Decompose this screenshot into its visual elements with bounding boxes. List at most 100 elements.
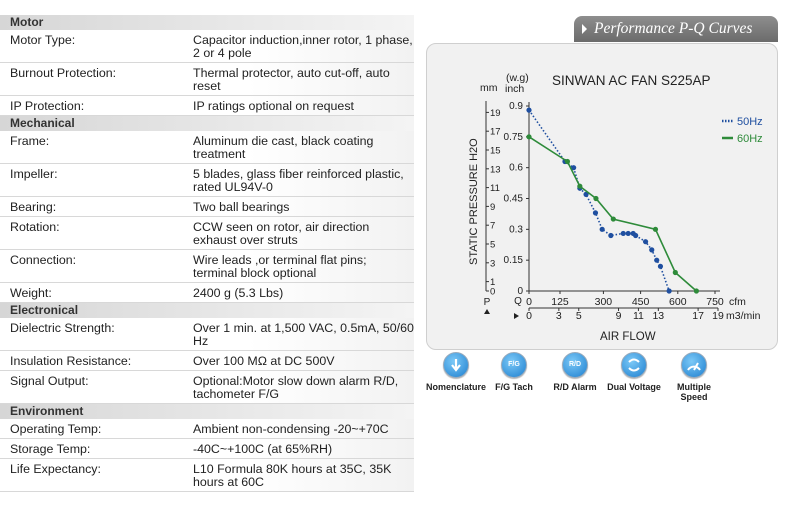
y-unit-mm-label: mm	[480, 82, 498, 94]
spec-row: Impeller: 5 blades, glass fiber reinforc…	[0, 164, 414, 197]
y-tick-label-mm: 5	[490, 240, 495, 251]
x-tick-label-m3: 19	[712, 310, 724, 322]
x-tick-label-cfm: 450	[632, 296, 650, 308]
spec-row: Connection: Wire leads ,or terminal flat…	[0, 250, 414, 283]
p-axis-arrow	[484, 309, 490, 314]
x-tick-label-cfm: 125	[551, 296, 569, 308]
series-line-60Hz	[528, 136, 697, 292]
section-header-electrical: Electronical	[0, 303, 414, 318]
data-point-50Hz	[625, 230, 631, 237]
spec-value: Thermal protector, auto cut-off, auto re…	[193, 66, 390, 93]
y-tick-label-mm: 0	[490, 287, 495, 298]
spec-row: Bearing: Two ball bearings	[0, 197, 414, 217]
pq-chart: SINWAN AC FAN S225AP mm (w.g)inch 0.9 0.75 0.…	[468, 72, 763, 343]
m3-row-arrow	[514, 313, 519, 319]
spec-label: Life Expectancy:	[10, 462, 101, 476]
x-tick-label-m3: 13	[652, 310, 664, 322]
data-point-50Hz	[633, 232, 639, 239]
x-tick-label-m3: 17	[692, 310, 704, 322]
chart-title: SINWAN AC FAN S225AP	[552, 73, 711, 88]
y-tick-label-inch: 0.75	[504, 132, 524, 143]
data-point-60Hz	[672, 269, 678, 276]
data-point-50Hz	[608, 232, 614, 239]
y-tick-label-mm: 9	[490, 202, 495, 213]
spec-value: 2400 g (5.3 Lbs)	[193, 286, 284, 300]
data-point-50Hz	[592, 210, 599, 216]
data-point-50Hz	[583, 191, 589, 197]
x-tick-label-m3: 0	[526, 310, 532, 322]
spec-label: Frame:	[10, 134, 50, 148]
x-tick-label-m3: 3	[556, 310, 562, 322]
legend-label: 50Hz	[737, 116, 763, 128]
rd-alarm-button[interactable]: R/D R/D Alarm	[545, 352, 605, 392]
y-tick-label-inch: 0.45	[504, 194, 524, 205]
data-point-60Hz	[564, 158, 571, 165]
y-unit-wg-label: (w.g)	[506, 72, 529, 84]
spec-row: IP Protection: IP ratings optional on re…	[0, 96, 414, 116]
spec-label: Operating Temp:	[10, 422, 102, 436]
icon-label: Dual Voltage	[607, 382, 661, 392]
y-tick-label-mm: 15	[490, 146, 501, 157]
y-axis-label: STATIC PRESSURE H2O	[468, 138, 480, 265]
icon-label: F/G Tach	[495, 382, 533, 392]
spec-row: Operating Temp: Ambient non-condensing -…	[0, 419, 414, 439]
dual-voltage-button[interactable]: Dual Voltage	[604, 352, 664, 392]
fg-tach-button[interactable]: F/G F/G Tach	[484, 352, 544, 392]
dual-voltage-icon	[621, 352, 647, 378]
spec-row: Weight: 2400 g (5.3 Lbs)	[0, 283, 414, 303]
data-point-50Hz	[642, 239, 649, 245]
data-point-50Hz	[620, 230, 626, 237]
q-axis-letter: Q	[514, 296, 522, 307]
data-point-50Hz	[526, 107, 532, 113]
data-point-60Hz	[526, 134, 532, 140]
data-point-60Hz	[577, 183, 583, 189]
spec-value: Over 1 min. at 1,500 VAC, 0.5mA, 50/60 H…	[193, 321, 414, 348]
spec-row: Signal Output: Optional:Motor slow down …	[0, 371, 414, 404]
spec-row: Insulation Resistance: Over 100 MΩ at DC…	[0, 351, 414, 371]
series-line-50Hz	[528, 109, 670, 292]
spec-value: L10 Formula 80K hours at 35C, 35K hours …	[193, 462, 392, 489]
spec-value: Aluminum die cast, black coating treatme…	[193, 134, 374, 161]
spec-label: Dielectric Strength:	[10, 321, 115, 335]
spec-table: Motor Motor Type: Capacitor induction,in…	[0, 15, 414, 492]
spec-value: IP ratings optional on request	[193, 99, 354, 113]
data-point-60Hz	[610, 216, 616, 222]
spec-value: Optional:Motor slow down alarm R/D, tach…	[193, 374, 399, 401]
data-point-50Hz	[657, 263, 664, 269]
spec-value: Capacitor induction,inner rotor, 1 phase…	[193, 33, 413, 60]
spec-row: Burnout Protection: Thermal protector, a…	[0, 63, 414, 96]
spec-value: Ambient non-condensing -20~+70C	[193, 422, 389, 436]
x-tick-label-cfm: 750	[706, 296, 724, 308]
multiple-speed-button[interactable]: Multiple Speed	[664, 352, 724, 402]
spec-value: -40C~+100C (at 65%RH)	[193, 442, 333, 456]
nomenclature-button[interactable]: Nomenclature	[426, 352, 486, 392]
spec-value: 5 blades, glass fiber reinforced plastic…	[193, 167, 404, 194]
y-unit-inch-label: inch	[505, 83, 524, 95]
y-tick-label-mm: 3	[490, 258, 495, 269]
rd-icon: R/D	[562, 352, 588, 378]
p-axis-letter: P	[484, 297, 491, 308]
spec-row: Motor Type: Capacitor induction,inner ro…	[0, 30, 414, 63]
section-header-environment: Environment	[0, 404, 414, 419]
x-tick-label-cfm: 0	[526, 296, 532, 308]
x-tick-label-m3: 11	[633, 310, 644, 322]
spec-row: Life Expectancy: L10 Formula 80K hours a…	[0, 459, 414, 492]
spec-value: Two ball bearings	[193, 200, 290, 214]
spec-row: Storage Temp: -40C~+100C (at 65%RH)	[0, 439, 414, 459]
x-unit-cfm-label: cfm	[729, 296, 746, 308]
y-tick-label-mm: 11	[490, 183, 500, 194]
panel-header-tab[interactable]: Performance P-Q Curves	[574, 16, 778, 42]
y-tick-label-mm: 19	[490, 108, 501, 119]
spec-label: Insulation Resistance:	[10, 354, 132, 368]
fg-icon: F/G	[501, 352, 527, 378]
icon-label: R/D Alarm	[553, 382, 597, 392]
spec-value: CCW seen on rotor, air direction exhaust…	[193, 220, 370, 247]
data-point-50Hz	[654, 257, 660, 263]
x-tick-label-cfm: 600	[669, 296, 687, 308]
spec-value: Over 100 MΩ at DC 500V	[193, 354, 335, 368]
spec-label: IP Protection:	[10, 99, 85, 113]
spec-label: Impeller:	[10, 167, 58, 181]
x-tick-label-cfm: 300	[595, 296, 613, 308]
data-point-50Hz	[599, 226, 605, 232]
play-arrow-icon	[582, 24, 587, 34]
